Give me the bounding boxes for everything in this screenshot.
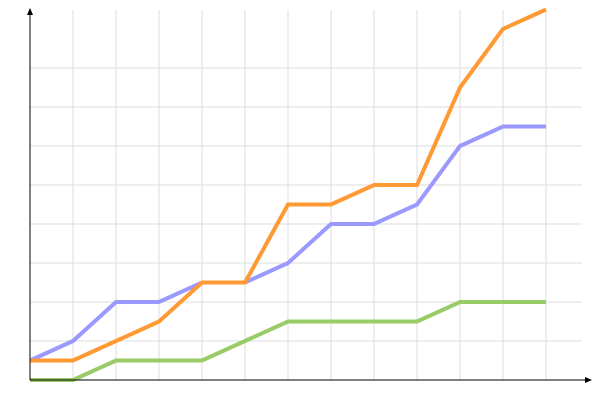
y-axis-arrow-icon bbox=[27, 8, 33, 15]
grid bbox=[30, 10, 582, 380]
x-axis-arrow-icon bbox=[585, 377, 592, 383]
series-group bbox=[29, 7, 547, 382]
series-line-2 bbox=[30, 7, 547, 363]
series-line-3 bbox=[30, 300, 546, 382]
series-line-1 bbox=[29, 124, 546, 363]
axes bbox=[27, 8, 592, 383]
